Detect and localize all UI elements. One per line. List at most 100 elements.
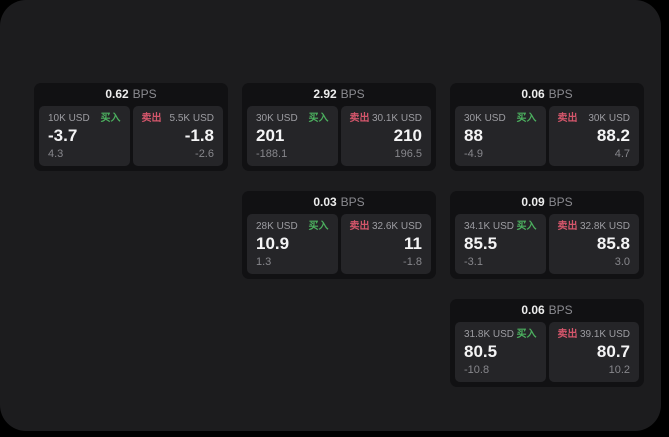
bps-unit-label: BPS: [548, 87, 573, 101]
buy-panel-header: 10K USD 买入: [48, 113, 121, 125]
buy-delta: 4.3: [48, 148, 64, 160]
buy-quote-panel[interactable]: 10K USD 买入 -3.7 4.3: [39, 106, 130, 166]
sell-quote-panel[interactable]: 卖出 32.8K USD 85.8 3.0: [548, 214, 639, 274]
buy-size-label: 28K USD: [256, 221, 298, 232]
card-header: 0.06 BPS: [450, 83, 644, 106]
buy-quote-panel[interactable]: 30K USD 买入 201 -188.1: [247, 106, 338, 166]
bps-unit-label: BPS: [340, 87, 365, 101]
buy-side-label: 买入: [516, 113, 537, 124]
bps-value: 0.09: [521, 195, 545, 209]
buy-size-label: 34.1K USD: [464, 221, 515, 232]
sell-delta: 196.5: [394, 148, 422, 160]
bps-value: 0.62: [105, 87, 129, 101]
buy-panel-header: 31.8K USD 买入: [464, 329, 537, 341]
card-header: 0.03 BPS: [242, 191, 436, 214]
sell-panel-header: 卖出 39.1K USD: [558, 329, 631, 341]
quote-panels: 28K USD 买入 10.9 1.3 卖出 32.6K USD 11 -1.8: [242, 214, 436, 274]
sell-delta: 4.7: [614, 148, 630, 160]
sell-panel-header: 卖出 32.6K USD: [350, 221, 423, 233]
quote-panels: 30K USD 买入 88 -4.9 卖出 30K USD 88.2 4.7: [450, 106, 644, 166]
sell-side-label: 卖出: [557, 113, 578, 124]
sell-delta: -1.8: [403, 256, 422, 268]
sell-quote-panel[interactable]: 卖出 32.6K USD 11 -1.8: [340, 214, 431, 274]
quote-card: 0.03 BPS 28K USD 买入 10.9 1.3 卖出 32.6K US…: [242, 191, 436, 279]
buy-price: 80.5: [464, 342, 498, 361]
sell-delta: 3.0: [614, 256, 630, 268]
buy-panel-header: 28K USD 买入: [256, 221, 329, 233]
sell-panel-header: 卖出 5.5K USD: [142, 113, 215, 125]
sell-price: 88.2: [596, 126, 630, 145]
bps-value: 0.06: [521, 303, 545, 317]
buy-panel-header: 30K USD 买入: [256, 113, 329, 125]
quote-card: 2.92 BPS 30K USD 买入 201 -188.1 卖出 30.1K …: [242, 83, 436, 171]
bps-unit-label: BPS: [548, 195, 573, 209]
buy-delta: 1.3: [256, 256, 272, 268]
buy-price: 201: [256, 126, 285, 145]
card-header: 0.06 BPS: [450, 299, 644, 322]
buy-side-label: 买入: [308, 113, 329, 124]
sell-size-label: 32.6K USD: [371, 221, 422, 232]
sell-panel-header: 卖出 32.8K USD: [558, 221, 631, 233]
buy-panel-header: 30K USD 买入: [464, 113, 537, 125]
sell-side-label: 卖出: [141, 113, 162, 124]
buy-quote-panel[interactable]: 34.1K USD 买入 85.5 -3.1: [455, 214, 546, 274]
buy-side-label: 买入: [100, 113, 121, 124]
sell-price: 210: [393, 126, 422, 145]
sell-quote-panel[interactable]: 卖出 30K USD 88.2 4.7: [548, 106, 639, 166]
sell-panel-header: 卖出 30K USD: [558, 113, 631, 125]
quote-card: 0.06 BPS 31.8K USD 买入 80.5 -10.8 卖出 39.1…: [450, 299, 644, 387]
buy-price: -3.7: [48, 126, 78, 145]
buy-size-label: 31.8K USD: [464, 329, 515, 340]
sell-size-label: 39.1K USD: [579, 329, 630, 340]
bps-unit-label: BPS: [340, 195, 365, 209]
quote-card: 0.06 BPS 30K USD 买入 88 -4.9 卖出 30K USD 8…: [450, 83, 644, 171]
buy-size-label: 30K USD: [256, 113, 298, 124]
buy-price: 88: [464, 126, 483, 145]
sell-size-label: 32.8K USD: [579, 221, 630, 232]
sell-side-label: 卖出: [349, 113, 370, 124]
bps-value: 0.06: [521, 87, 545, 101]
sell-side-label: 卖出: [557, 221, 578, 232]
sell-side-label: 卖出: [349, 221, 370, 232]
sell-size-label: 30.1K USD: [371, 113, 422, 124]
sell-side-label: 卖出: [557, 329, 578, 340]
buy-delta: -3.1: [464, 256, 483, 268]
buy-size-label: 10K USD: [48, 113, 90, 124]
buy-side-label: 买入: [516, 329, 537, 340]
buy-delta: -10.8: [464, 364, 490, 376]
quote-panels: 31.8K USD 买入 80.5 -10.8 卖出 39.1K USD 80.…: [450, 322, 644, 382]
quote-panels: 30K USD 买入 201 -188.1 卖出 30.1K USD 210 1…: [242, 106, 436, 166]
buy-quote-panel[interactable]: 31.8K USD 买入 80.5 -10.8: [455, 322, 546, 382]
quote-card: 0.09 BPS 34.1K USD 买入 85.5 -3.1 卖出 32.8K…: [450, 191, 644, 279]
buy-quote-panel[interactable]: 30K USD 买入 88 -4.9: [455, 106, 546, 166]
buy-size-label: 30K USD: [464, 113, 506, 124]
app-window: 0.62 BPS 10K USD 买入 -3.7 4.3 卖出 5.5K USD…: [0, 0, 661, 431]
card-header: 2.92 BPS: [242, 83, 436, 106]
sell-price: 11: [404, 234, 422, 253]
quote-card: 0.62 BPS 10K USD 买入 -3.7 4.3 卖出 5.5K USD…: [34, 83, 228, 171]
bps-value: 2.92: [313, 87, 337, 101]
bps-unit-label: BPS: [548, 303, 573, 317]
sell-price: -1.8: [184, 126, 214, 145]
sell-size-label: 5.5K USD: [169, 113, 214, 124]
buy-price: 85.5: [464, 234, 498, 253]
buy-delta: -188.1: [256, 148, 288, 160]
sell-quote-panel[interactable]: 卖出 30.1K USD 210 196.5: [340, 106, 431, 166]
buy-delta: -4.9: [464, 148, 483, 160]
card-header: 0.09 BPS: [450, 191, 644, 214]
sell-panel-header: 卖出 30.1K USD: [350, 113, 423, 125]
bps-value: 0.03: [313, 195, 337, 209]
sell-price: 80.7: [596, 342, 630, 361]
bps-unit-label: BPS: [132, 87, 157, 101]
buy-side-label: 买入: [516, 221, 537, 232]
sell-delta: 10.2: [608, 364, 630, 376]
sell-quote-panel[interactable]: 卖出 5.5K USD -1.8 -2.6: [132, 106, 223, 166]
sell-size-label: 30K USD: [588, 113, 630, 124]
quote-panels: 34.1K USD 买入 85.5 -3.1 卖出 32.8K USD 85.8…: [450, 214, 644, 274]
buy-side-label: 买入: [308, 221, 329, 232]
buy-price: 10.9: [256, 234, 290, 253]
quote-panels: 10K USD 买入 -3.7 4.3 卖出 5.5K USD -1.8 -2.…: [34, 106, 228, 166]
buy-quote-panel[interactable]: 28K USD 买入 10.9 1.3: [247, 214, 338, 274]
sell-quote-panel[interactable]: 卖出 39.1K USD 80.7 10.2: [548, 322, 639, 382]
card-header: 0.62 BPS: [34, 83, 228, 106]
